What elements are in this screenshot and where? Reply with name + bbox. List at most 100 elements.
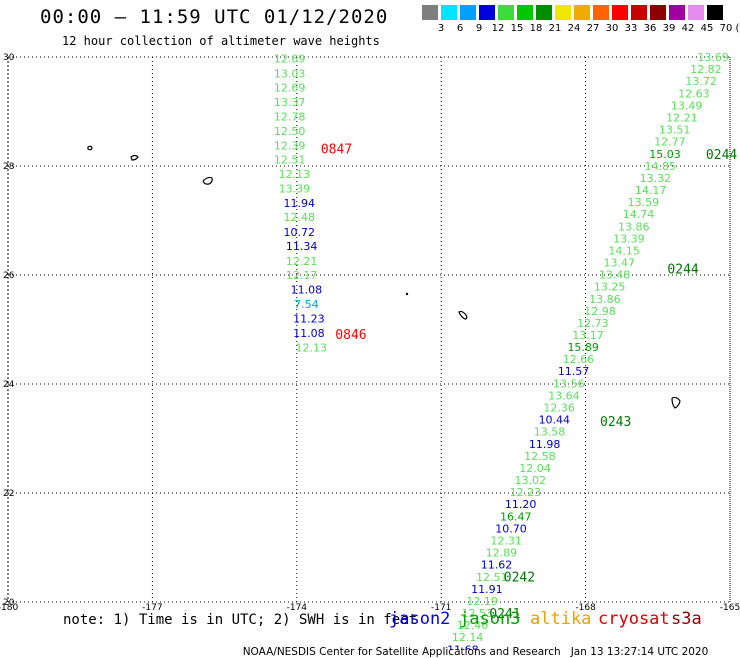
wave-height-value: 11.62 bbox=[481, 558, 513, 571]
legend-label: 42 bbox=[681, 23, 695, 34]
wave-height-value: 13.58 bbox=[534, 425, 566, 438]
y-tick-label: 20 bbox=[3, 598, 15, 608]
wave-height-value: 12.51 bbox=[476, 571, 508, 584]
wave-height-value: 12.21 bbox=[286, 255, 318, 268]
legend-swatch bbox=[441, 5, 457, 20]
wave-height-value: 12.98 bbox=[584, 305, 616, 318]
legend-label: 24 bbox=[567, 23, 581, 34]
x-tick-label: -180 bbox=[0, 603, 18, 613]
wave-height-value: 11.91 bbox=[471, 583, 503, 596]
satellite-label: s3a bbox=[671, 609, 702, 629]
legend-label: 15 bbox=[510, 23, 524, 34]
wave-height-value: 13.69 bbox=[697, 51, 729, 64]
legend-label: 6 bbox=[456, 23, 464, 34]
wave-height-value: 14.17 bbox=[635, 184, 667, 197]
wave-height-value: 13.39 bbox=[613, 232, 645, 245]
track-time-label: 0241 bbox=[489, 607, 520, 622]
wave-height-value: 14.74 bbox=[623, 208, 655, 221]
wave-height-value: 13.56 bbox=[553, 377, 585, 390]
wave-height-value: 12.53 bbox=[462, 607, 494, 620]
legend-label: 12 bbox=[491, 23, 505, 34]
legend-swatch bbox=[707, 5, 723, 20]
wave-height-value: 12.13 bbox=[295, 341, 327, 354]
wave-height-value: 12.23 bbox=[510, 486, 542, 499]
wave-height-value: 12.77 bbox=[654, 135, 686, 148]
track-time-label: 0242 bbox=[504, 570, 535, 585]
wave-height-value: 12.04 bbox=[519, 462, 551, 475]
island-outline bbox=[130, 154, 139, 161]
y-tick-label: 22 bbox=[3, 489, 14, 499]
satellite-label: altika bbox=[530, 609, 592, 629]
x-tick-label: -171 bbox=[431, 603, 451, 613]
wave-height-value: 12.31 bbox=[490, 534, 522, 547]
wave-height-value: 15.89 bbox=[567, 341, 599, 354]
wave-height-value: 12.69 bbox=[274, 53, 306, 66]
wave-height-value: 13.64 bbox=[548, 389, 580, 402]
wave-height-value: 11.34 bbox=[286, 240, 318, 253]
wave-height-value: 10.44 bbox=[539, 413, 571, 426]
wave-height-value: 14.85 bbox=[644, 160, 676, 173]
track-time-label: 0846 bbox=[335, 328, 366, 343]
wave-height-value: 10.72 bbox=[283, 226, 315, 239]
wave-height-value: 11.98 bbox=[529, 438, 561, 451]
track-time-label: 0847 bbox=[321, 143, 352, 158]
wave-height-value: 13.47 bbox=[604, 256, 636, 269]
wave-height-value: 10.70 bbox=[495, 522, 527, 535]
wave-height-value: 12.21 bbox=[666, 111, 698, 124]
wave-height-value: 12.51 bbox=[274, 153, 306, 166]
legend-swatch bbox=[688, 5, 704, 20]
wave-height-value: 13.39 bbox=[279, 182, 311, 195]
wave-height-value: 13.32 bbox=[640, 172, 672, 185]
legend-label: 45 bbox=[700, 23, 714, 34]
x-tick-label: -168 bbox=[575, 603, 596, 613]
track-time-label: 0243 bbox=[600, 415, 631, 430]
wave-height-value: 12.46 bbox=[457, 619, 489, 632]
track-time-label: 0244 bbox=[706, 148, 737, 163]
wave-height-value: 13.02 bbox=[514, 474, 546, 487]
wave-height-value: 13.37 bbox=[274, 96, 306, 109]
y-tick-label: 30 bbox=[3, 53, 15, 63]
page-subtitle: 12 hour collection of altimeter wave hei… bbox=[62, 34, 380, 48]
wave-height-value: 12.66 bbox=[563, 353, 595, 366]
track-time-label: 0244 bbox=[667, 263, 698, 278]
wave-height-value: 12.48 bbox=[283, 211, 315, 224]
legend-label: 21 bbox=[548, 23, 562, 34]
map-axes: -180 -177 -174 -171 -168 -165 20 22 24 26 28 30 bbox=[0, 53, 740, 613]
legend-swatch bbox=[479, 5, 495, 20]
wave-height-value: 13.86 bbox=[589, 293, 621, 306]
island-outline bbox=[405, 292, 409, 296]
y-tick-label: 26 bbox=[3, 271, 15, 281]
legend-swatch bbox=[650, 5, 666, 20]
wave-height-value: 11.68 bbox=[447, 643, 479, 650]
legend-label: 33 bbox=[624, 23, 638, 34]
legend-swatch bbox=[536, 5, 552, 20]
wave-height-value: 12.63 bbox=[678, 88, 710, 101]
map-grid bbox=[7, 56, 731, 603]
wave-height-value: 12.39 bbox=[274, 139, 306, 152]
wave-height-value: 13.48 bbox=[599, 268, 631, 281]
x-tick-label: -177 bbox=[142, 603, 162, 613]
wave-height-value: 13.49 bbox=[671, 100, 703, 113]
note-text: note: 1) Time is in UTC; 2) SWH is in fe… bbox=[63, 612, 418, 628]
legend-unit: (ft) bbox=[735, 23, 740, 34]
wave-height-value: 12.78 bbox=[274, 110, 306, 123]
wave-height-value: 12.50 bbox=[274, 125, 306, 138]
wave-height-value: 12.13 bbox=[279, 168, 311, 181]
wave-height-value: 11.94 bbox=[283, 197, 315, 210]
island-outline bbox=[87, 145, 93, 151]
credit-line: NOAA/NESDIS Center for Satellite Applica… bbox=[236, 634, 709, 658]
legend-swatch bbox=[460, 5, 476, 20]
page-title: 00:00 – 11:59 UTC 01/12/2020 bbox=[40, 6, 389, 28]
wave-height-value: 11.23 bbox=[293, 313, 325, 326]
wave-height-value: 12.17 bbox=[286, 269, 318, 282]
timestamp: Jan 13 13:27:14 UTC 2020 bbox=[570, 646, 709, 658]
legend-label: 9 bbox=[475, 23, 483, 34]
island-outline bbox=[202, 176, 213, 185]
wave-height-value: 11.08 bbox=[293, 327, 325, 340]
legend-swatch bbox=[593, 5, 609, 20]
wave-height-value: 12.58 bbox=[524, 450, 556, 463]
wave-height-value: 12.82 bbox=[690, 63, 722, 76]
x-tick-label: -174 bbox=[287, 603, 308, 613]
